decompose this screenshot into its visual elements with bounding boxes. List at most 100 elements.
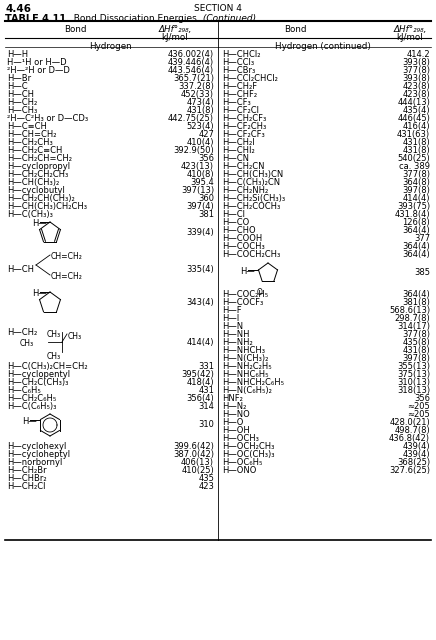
Text: 364(4): 364(4) [402, 242, 430, 251]
Text: 446(45): 446(45) [397, 114, 430, 123]
Text: 427: 427 [198, 130, 214, 139]
Text: H—N(C₆H₅)₂: H—N(C₆H₅)₂ [222, 386, 272, 395]
Text: ²H—²H or D—D: ²H—²H or D—D [7, 66, 70, 75]
Text: 355(13): 355(13) [397, 362, 430, 371]
Text: H—CHCl₂: H—CHCl₂ [222, 50, 260, 59]
Text: H—Br: H—Br [7, 74, 31, 83]
Text: H—NHCH₂C₆H₅: H—NHCH₂C₆H₅ [222, 378, 284, 387]
Text: H—COCF₃: H—COCF₃ [222, 298, 263, 307]
Text: ΔHf°₂₉₈,: ΔHf°₂₉₈, [393, 25, 427, 34]
Text: H—H: H—H [7, 50, 28, 59]
Text: 356(4): 356(4) [186, 394, 214, 403]
Text: H—: H— [32, 219, 47, 228]
Text: 364(8): 364(8) [402, 178, 430, 187]
Text: H—OCH₃: H—OCH₃ [222, 434, 259, 443]
Text: H—norbornyl: H—norbornyl [7, 458, 62, 467]
Text: 443.546(4): 443.546(4) [168, 66, 214, 75]
Text: 331: 331 [198, 362, 214, 371]
Text: 364(4): 364(4) [402, 226, 430, 235]
Text: H—NO: H—NO [222, 410, 250, 419]
Text: 410(8): 410(8) [186, 170, 214, 179]
Text: Hydrogen: Hydrogen [89, 42, 131, 51]
Text: H—Cl: H—Cl [222, 210, 245, 219]
Text: 414(4): 414(4) [187, 338, 214, 347]
Text: H—CH₂: H—CH₂ [7, 98, 37, 107]
Text: 381(8): 381(8) [402, 298, 430, 307]
Text: H—cycloheptyl: H—cycloheptyl [7, 450, 70, 459]
Text: Hydrogen (continued): Hydrogen (continued) [275, 42, 371, 51]
Text: CH=CH₂: CH=CH₂ [51, 252, 83, 261]
Text: 436.002(4): 436.002(4) [168, 50, 214, 59]
Text: CH₃: CH₃ [68, 332, 82, 341]
Text: H—CHBr₂: H—CHBr₂ [7, 474, 47, 483]
Text: CH₃: CH₃ [20, 339, 34, 348]
Text: H—CF₂CF₃: H—CF₂CF₃ [222, 130, 265, 139]
Text: 418(4): 418(4) [186, 378, 214, 387]
Text: 431: 431 [198, 386, 214, 395]
Text: CH₃: CH₃ [47, 330, 61, 339]
Text: 356: 356 [414, 394, 430, 403]
Text: H—CH₂COCH₃: H—CH₂COCH₃ [222, 202, 280, 211]
Text: H—NH₂C₂H₅: H—NH₂C₂H₅ [222, 362, 272, 371]
Text: ²H—C²H₃ or D—CD₃: ²H—C²H₃ or D—CD₃ [7, 114, 88, 123]
Text: Bond: Bond [284, 25, 306, 34]
Text: 428.0(21): 428.0(21) [389, 418, 430, 427]
Text: H—COCH₃: H—COCH₃ [222, 242, 265, 251]
Text: H—: H— [241, 267, 255, 276]
Text: 439(4): 439(4) [402, 442, 430, 451]
Text: 568.6(13): 568.6(13) [389, 306, 430, 315]
Text: 126(8): 126(8) [402, 218, 430, 227]
Text: 431.8(4): 431.8(4) [395, 210, 430, 219]
Text: 393(75): 393(75) [397, 202, 430, 211]
Text: H—CBr₃: H—CBr₃ [222, 66, 255, 75]
Text: H—COC₂H₅: H—COC₂H₅ [222, 290, 268, 299]
Text: 444(13): 444(13) [397, 98, 430, 107]
Text: 423: 423 [198, 482, 214, 491]
Text: 410(25): 410(25) [181, 466, 214, 475]
Text: H—NHCH₃: H—NHCH₃ [222, 346, 265, 355]
Text: H—CH₂C(CH₃)₃: H—CH₂C(CH₃)₃ [7, 378, 68, 387]
Text: H—C(CH₃)₂CH=CH₂: H—C(CH₃)₂CH=CH₂ [7, 362, 88, 371]
Text: 431(8): 431(8) [402, 138, 430, 147]
Text: 327.6(25): 327.6(25) [389, 466, 430, 475]
Text: 399.6(42): 399.6(42) [173, 442, 214, 451]
Text: H—C(CH₃)₂CN: H—C(CH₃)₂CN [222, 178, 280, 187]
Text: ≈205: ≈205 [407, 402, 430, 411]
Text: CH₃: CH₃ [47, 352, 61, 361]
Text: 364(4): 364(4) [402, 290, 430, 299]
Text: H—cyclobutyl: H—cyclobutyl [7, 186, 65, 195]
Text: 439(4): 439(4) [402, 450, 430, 459]
Text: 414.2: 414.2 [406, 50, 430, 59]
Text: H—CH: H—CH [7, 90, 34, 99]
Text: 392.9(50): 392.9(50) [173, 146, 214, 155]
Text: 498.7(8): 498.7(8) [394, 426, 430, 435]
Text: H—NH₂: H—NH₂ [222, 338, 253, 347]
Text: 439.446(4): 439.446(4) [168, 58, 214, 67]
Text: H—C: H—C [7, 82, 27, 91]
Text: 377(8): 377(8) [402, 170, 430, 179]
Text: 397(4): 397(4) [186, 202, 214, 211]
Text: H—CCl₃: H—CCl₃ [222, 58, 254, 67]
Text: 473(4): 473(4) [186, 98, 214, 107]
Text: 414(4): 414(4) [402, 194, 430, 203]
Text: 310(13): 310(13) [397, 378, 430, 387]
Text: 377(8): 377(8) [402, 330, 430, 339]
Text: H—CH₂CH₃: H—CH₂CH₃ [7, 138, 53, 147]
Text: H—CH₂C≡CH: H—CH₂C≡CH [7, 146, 62, 155]
Text: 397(8): 397(8) [402, 186, 430, 195]
Text: H—O: H—O [222, 418, 243, 427]
Text: 436.8(42): 436.8(42) [389, 434, 430, 443]
Text: 410(4): 410(4) [187, 138, 214, 147]
Text: H—F: H—F [222, 306, 242, 315]
Text: 435(8): 435(8) [402, 338, 430, 347]
Text: Bond: Bond [64, 25, 86, 34]
Text: H—CH₃: H—CH₃ [7, 106, 37, 115]
Text: 395(42): 395(42) [181, 370, 214, 379]
Text: H—CF₂CH₃: H—CF₂CH₃ [222, 122, 266, 131]
Text: H—C(C₆H₅)₃: H—C(C₆H₅)₃ [7, 402, 56, 411]
Text: H—CH₂Si(CH₃)₃: H—CH₂Si(CH₃)₃ [222, 194, 285, 203]
Text: 431(63): 431(63) [397, 130, 430, 139]
Text: 298.7(8): 298.7(8) [394, 314, 430, 323]
Text: H—OH: H—OH [222, 426, 250, 435]
Text: 435(4): 435(4) [402, 106, 430, 115]
